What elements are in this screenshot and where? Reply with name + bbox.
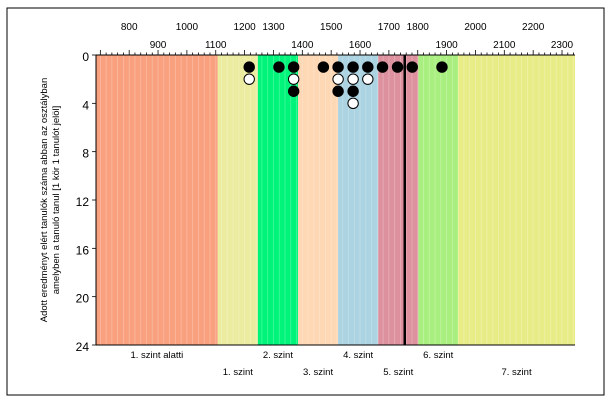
y-tick-label-0: 0 <box>82 50 89 64</box>
level-label-6: 6. szint <box>423 350 453 361</box>
point-15 <box>362 73 374 85</box>
band-0 <box>96 55 218 345</box>
level-label-3: 3. szint <box>303 367 333 378</box>
y-tick-label-6: 24 <box>76 340 90 354</box>
point-17 <box>391 61 404 73</box>
point-7 <box>332 61 344 73</box>
point-3 <box>287 61 300 73</box>
point-14 <box>362 61 374 73</box>
y-tick-label-5: 20 <box>76 292 90 306</box>
level-label-0: 1. szint alatti <box>130 350 183 361</box>
level-label-2: 2. szint <box>263 350 293 361</box>
x-tick-label-upper-2: 1200 <box>233 22 256 33</box>
point-18 <box>406 61 418 73</box>
y-tick-label-2: 8 <box>82 147 89 161</box>
band-5 <box>378 55 419 345</box>
band-3 <box>297 55 339 345</box>
level-label-4: 4. szint <box>343 350 373 361</box>
x-tick-label-lower-5: 2100 <box>493 40 516 51</box>
band-6 <box>418 55 459 345</box>
x-tick-label-upper-right-1: 2200 <box>522 22 545 33</box>
x-tick-label-upper-4: 1500 <box>320 22 343 33</box>
point-6 <box>317 61 330 73</box>
y-tick-label-3: 12 <box>76 195 90 209</box>
point-9 <box>332 85 344 97</box>
point-13 <box>347 97 359 110</box>
band-4 <box>338 55 379 345</box>
point-11 <box>347 73 359 85</box>
point-4 <box>287 73 300 85</box>
band-7 <box>458 55 575 345</box>
x-tick-label-upper-1: 1000 <box>176 22 199 33</box>
point-16 <box>376 61 389 73</box>
point-8 <box>332 73 344 85</box>
y-axis-label-line-2: amelyben a tanuló tanul [1 kör 1 tanulót… <box>51 106 62 295</box>
x-tick-label-upper-0: 800 <box>121 22 138 33</box>
level-label-5: 5. szint <box>383 367 413 378</box>
x-tick-label-upper-5: 1700 <box>378 22 401 33</box>
x-tick-label-lower-4: 1900 <box>435 40 458 51</box>
y-axis-label-line-1: Adott eredményt elért tanulók száma abba… <box>39 78 50 323</box>
level-label-1: 1. szint <box>223 367 253 378</box>
point-10 <box>347 61 359 73</box>
level-label-7: 7. szint <box>502 367 532 378</box>
x-tick-label-lower-3: 1600 <box>349 40 372 51</box>
point-2 <box>273 61 285 73</box>
x-tick-label-lower-0: 900 <box>150 40 167 51</box>
axes <box>92 50 575 346</box>
x-tick-label-lower-6: 2300 <box>551 40 574 51</box>
y-tick-label-1: 4 <box>82 98 89 112</box>
x-tick-label-upper-3: 1300 <box>262 22 285 33</box>
band-2 <box>257 55 298 345</box>
x-tick-label-upper-right-0: 2000 <box>464 22 487 33</box>
gridlines <box>99 55 574 345</box>
x-tick-label-lower-2: 1400 <box>291 40 314 51</box>
tick-labels: 800 1000 1200 1300 1500 1700 1800 2000 2200 900 11… <box>76 22 574 354</box>
y-tick-label-4: 16 <box>76 243 90 257</box>
data-points <box>243 61 448 110</box>
point-0 <box>243 61 255 73</box>
point-12 <box>347 85 359 97</box>
point-19 <box>436 61 448 73</box>
point-5 <box>287 85 300 97</box>
band-1 <box>217 55 258 345</box>
x-tick-label-upper-6: 1800 <box>407 22 430 33</box>
level-labels: 1. szint alatti 1. szint 2. szint 3. szint 4… <box>130 350 531 378</box>
x-tick-label-lower-1: 1100 <box>205 40 227 51</box>
point-1 <box>243 73 255 85</box>
level-bands <box>96 55 575 345</box>
